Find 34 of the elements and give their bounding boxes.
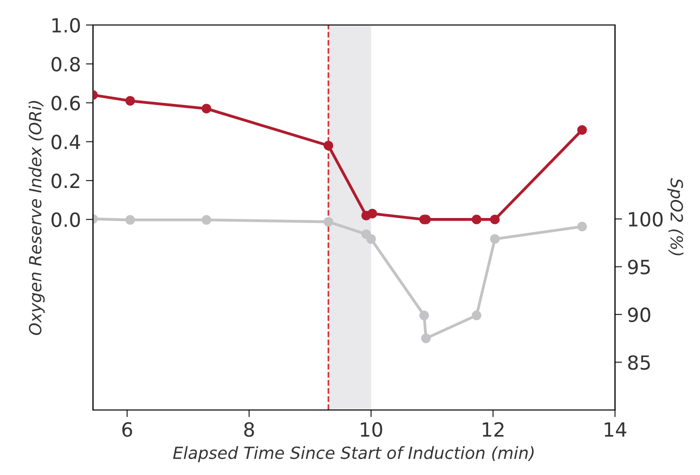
- x-tick-label: 12: [482, 422, 504, 437]
- x-tick-label: 6: [122, 422, 132, 437]
- y-tick-label: 0.2: [52, 174, 80, 188]
- x-tick-label: 10: [360, 422, 382, 437]
- point: [472, 310, 482, 320]
- point: [577, 125, 587, 135]
- point: [577, 222, 587, 232]
- y-tick-label: 0.0: [52, 212, 80, 228]
- y-tick-label: 0.4: [52, 134, 80, 150]
- point: [324, 216, 334, 227]
- point: [419, 310, 429, 320]
- point: [202, 215, 212, 225]
- y2-tick-label: 90: [628, 307, 650, 322]
- point: [490, 214, 500, 224]
- y2-tick-label: 85: [628, 355, 650, 370]
- point: [366, 234, 376, 244]
- x-tick-label: 14: [604, 422, 626, 437]
- point: [472, 214, 482, 224]
- y2-axis-title: SpO2 (%): [667, 178, 684, 256]
- y-tick-label: 0.8: [52, 56, 80, 72]
- point: [125, 96, 136, 106]
- y-tick-label: 0.6: [52, 96, 80, 110]
- x-axis-title: Elapsed Time Since Start of Induction (min): [173, 446, 534, 462]
- point: [125, 215, 136, 225]
- y2-tick-label: 100: [628, 212, 663, 227]
- point: [202, 104, 212, 114]
- x-tick-label: 8: [244, 422, 254, 437]
- y2-tick-label: 95: [628, 260, 650, 274]
- point: [490, 234, 500, 244]
- point: [421, 333, 431, 344]
- y-axis-title: Oxygen Reserve Index (ORi): [28, 101, 45, 336]
- point: [324, 140, 334, 150]
- point: [367, 208, 378, 218]
- y-tick-label: 1.0: [52, 18, 80, 33]
